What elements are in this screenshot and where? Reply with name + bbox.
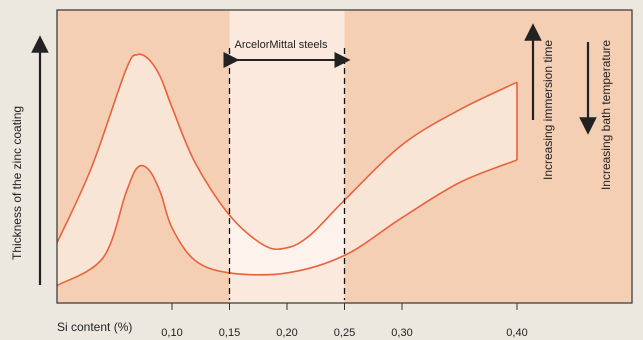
immersion-time-label: Increasing immersion time [541,40,555,180]
y-axis-label: Thickness of the zinc coating [10,106,24,260]
x-tick-label: 0,40 [506,327,527,339]
highlight-band-label: ArcelorMittal steels [235,39,328,51]
lower-bound-curve [57,159,518,287]
x-tick-label: 0,10 [161,327,182,339]
x-tick-label: 0,15 [219,327,240,339]
upper-bound-curve [57,53,518,251]
x-axis-label: Si content (%) [57,320,132,334]
x-tick-label: 0,20 [276,327,297,339]
x-tick-label: 0,25 [334,327,355,339]
bath-temperature-label: Increasing bath temperature [599,40,613,190]
x-tick-label: 0,30 [391,327,412,339]
